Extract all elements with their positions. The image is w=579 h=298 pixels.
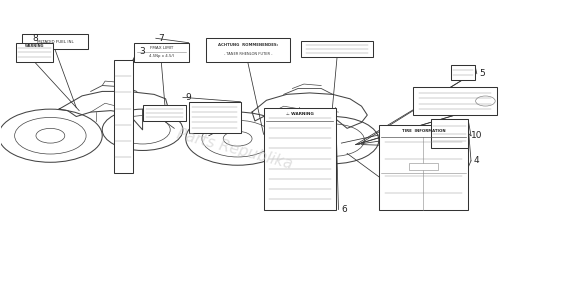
Text: 5: 5 bbox=[479, 69, 485, 78]
Text: 9: 9 bbox=[186, 93, 192, 102]
Text: ACHTUNG  ROMMENENDES:: ACHTUNG ROMMENENDES: bbox=[218, 44, 278, 47]
Text: JMLTADID FUEL INL: JMLTADID FUEL INL bbox=[36, 40, 74, 44]
Bar bbox=[206, 38, 290, 62]
Text: 4.5Np x 4.5/l: 4.5Np x 4.5/l bbox=[149, 54, 174, 58]
Bar bbox=[379, 125, 468, 209]
Bar bbox=[409, 163, 438, 170]
Text: 10: 10 bbox=[471, 131, 482, 140]
Text: 8: 8 bbox=[32, 34, 38, 43]
Bar bbox=[263, 108, 336, 209]
Bar bbox=[21, 35, 88, 49]
Text: FMAX LIMIT: FMAX LIMIT bbox=[149, 46, 173, 50]
Text: - TANER RHENLON FUTER -: - TANER RHENLON FUTER - bbox=[223, 52, 272, 56]
Text: WARNING: WARNING bbox=[25, 44, 44, 48]
Text: Parts Republika: Parts Republika bbox=[175, 126, 294, 172]
Bar bbox=[142, 105, 186, 121]
Text: ⚠ WARNING: ⚠ WARNING bbox=[285, 112, 313, 116]
Bar bbox=[134, 43, 189, 62]
Bar bbox=[301, 41, 373, 58]
Bar bbox=[431, 119, 468, 148]
Text: 6: 6 bbox=[342, 205, 347, 214]
Bar bbox=[113, 60, 133, 173]
Bar bbox=[451, 66, 475, 80]
Bar bbox=[189, 102, 240, 133]
Bar bbox=[413, 87, 497, 115]
Text: 4: 4 bbox=[474, 156, 479, 165]
Text: 7: 7 bbox=[159, 34, 164, 43]
Text: 3: 3 bbox=[140, 47, 145, 56]
Text: TIRE  INFORMATION: TIRE INFORMATION bbox=[402, 129, 445, 133]
Bar bbox=[16, 43, 53, 62]
